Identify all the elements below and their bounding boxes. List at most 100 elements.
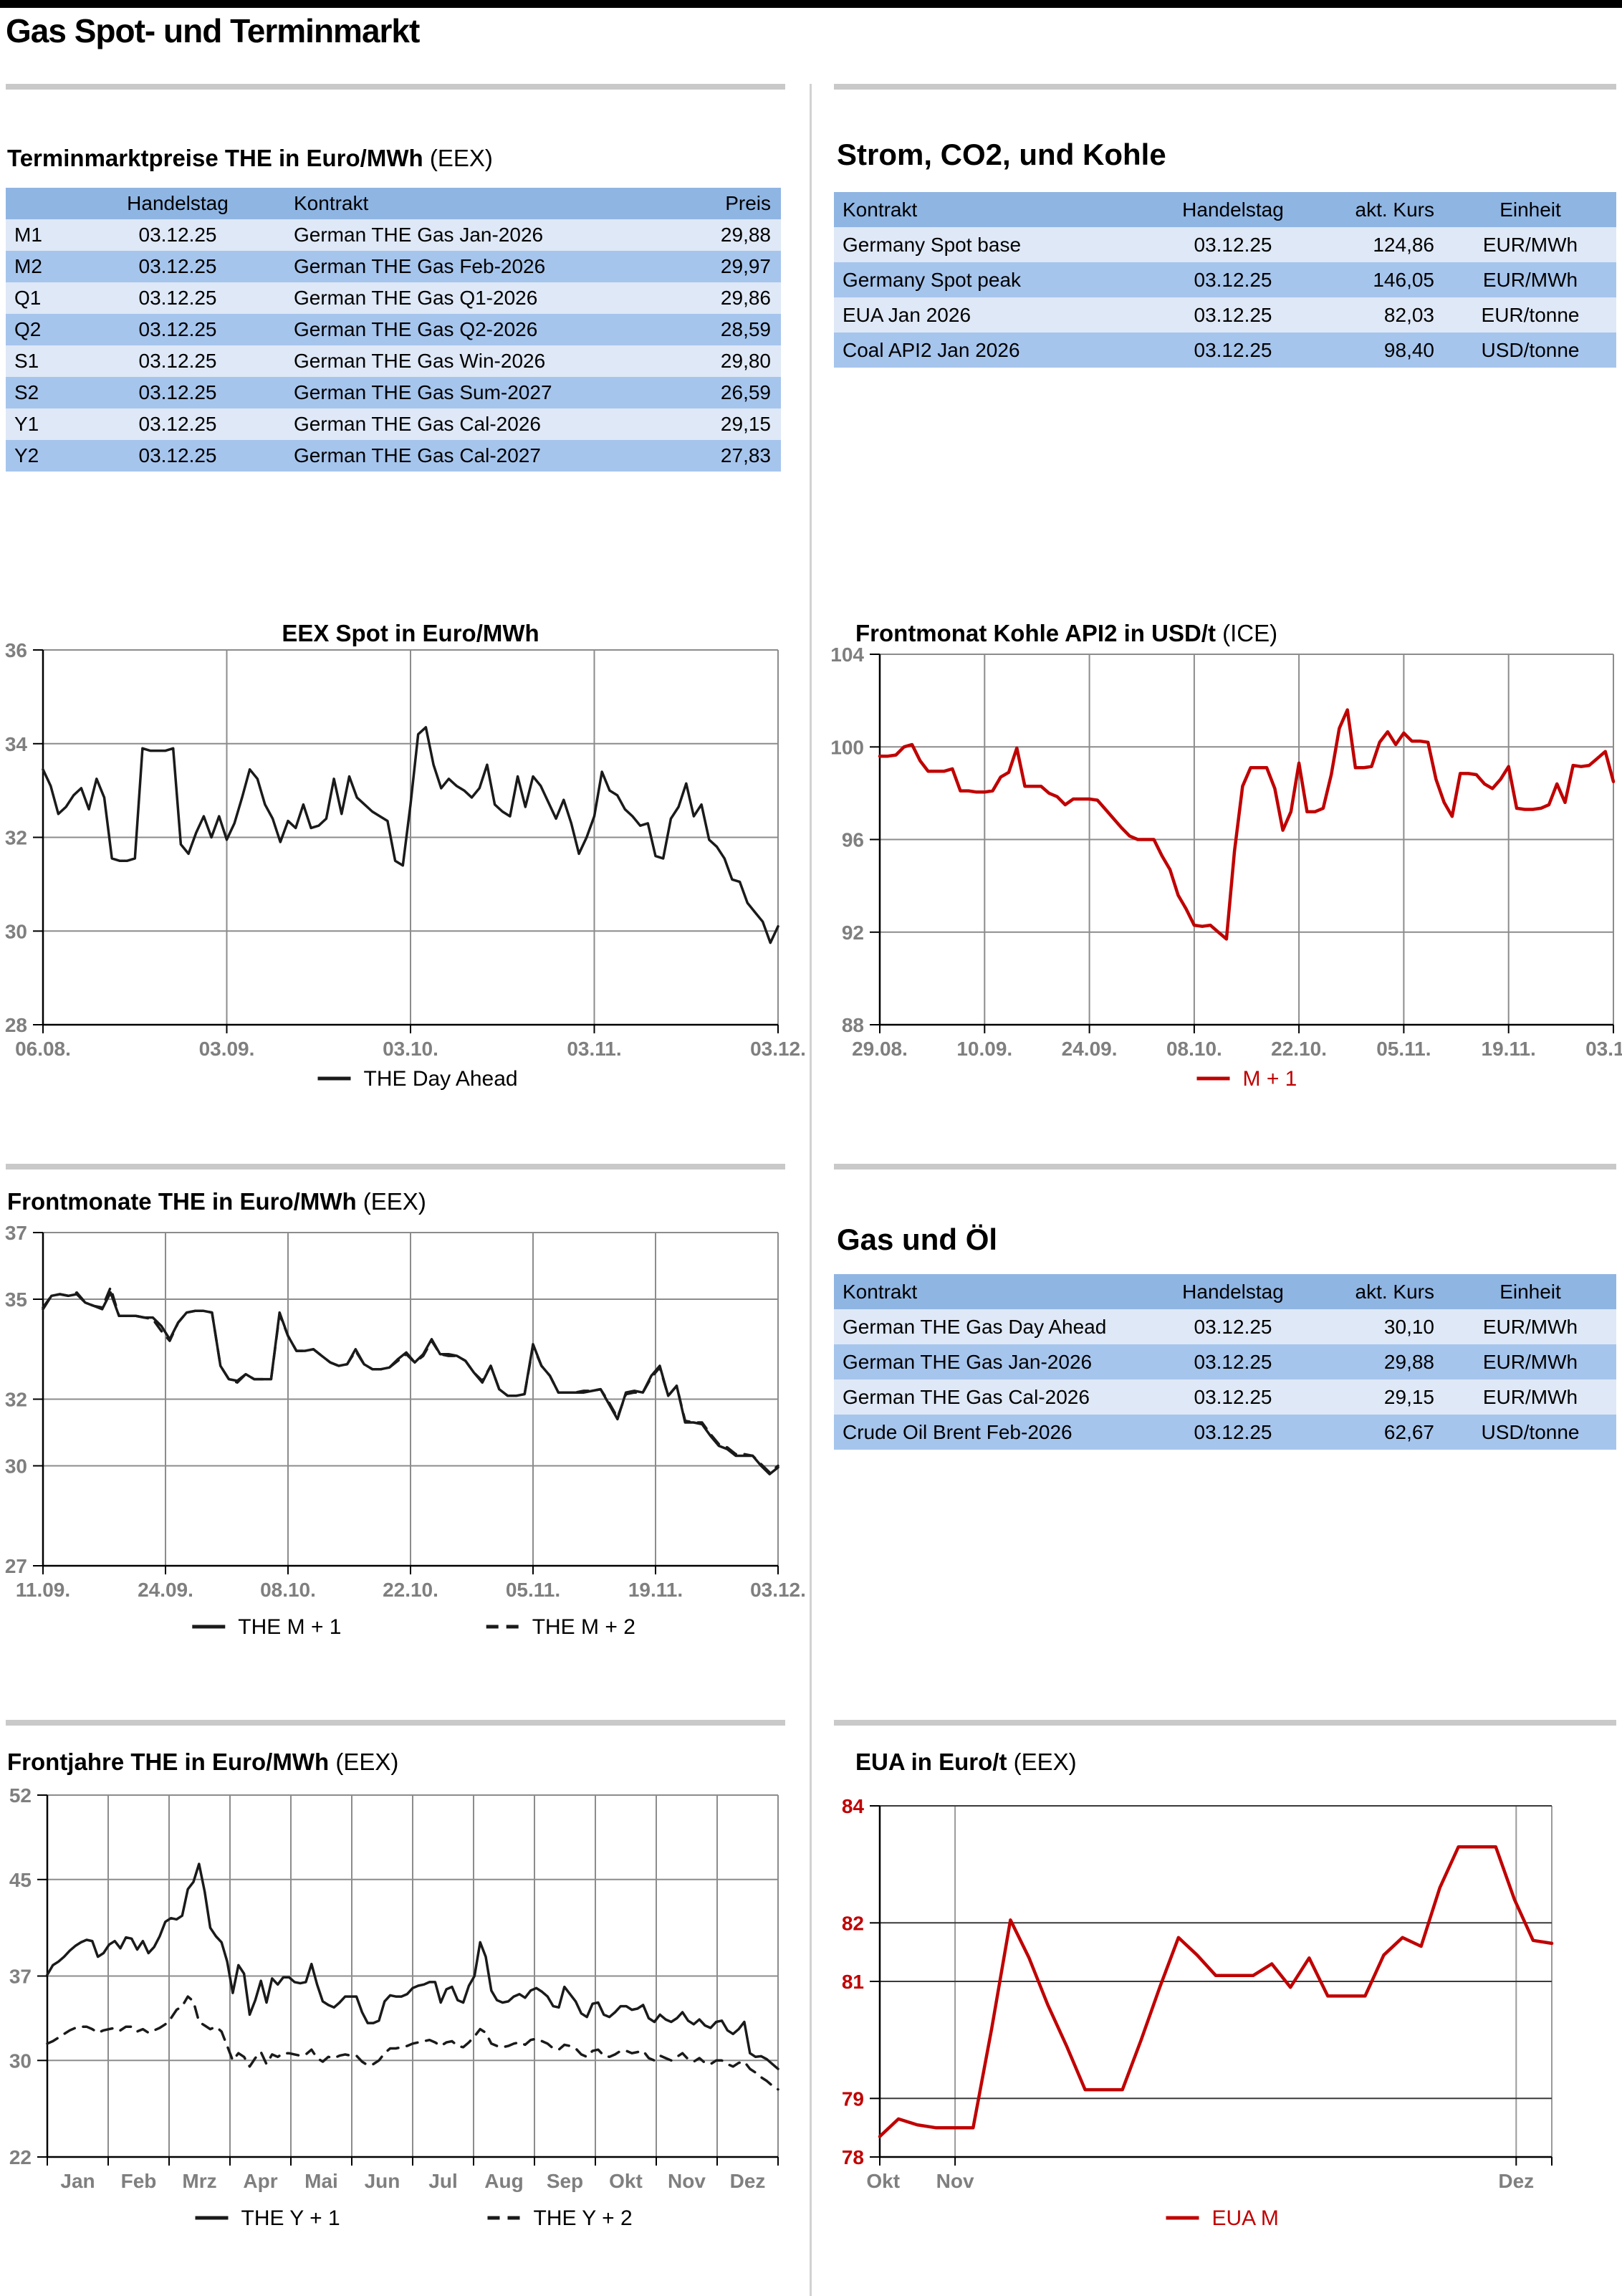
y-tick-label: 28 [5, 1014, 27, 1036]
cell: Q2 [6, 314, 70, 345]
data-table: Handelstag Kontrakt Preis M1 03.12.25 German … [6, 188, 781, 472]
y-tick-label: 81 [842, 1971, 864, 1993]
x-tick-label: 03.12. [1585, 1038, 1622, 1060]
section-rule [834, 1164, 1616, 1169]
table-row: Y2 03.12.25 German THE Gas Cal-2027 27,83 [6, 440, 781, 472]
x-tick-label: Nov [936, 2170, 974, 2192]
cell: German THE Gas Q2-2026 [285, 314, 681, 345]
cell: German THE Gas Win-2026 [285, 345, 681, 377]
cell: Q1 [6, 282, 70, 314]
cell: 146,05 [1315, 262, 1444, 297]
legend-label: THE M + 2 [532, 1615, 635, 1639]
table-row: EUA Jan 2026 03.12.25 82,03 EUR/tonne [834, 297, 1616, 333]
x-tick-label: 08.10. [1166, 1038, 1222, 1060]
cell: Germany Spot base [834, 227, 1151, 262]
cell: EUR/tonne [1444, 297, 1616, 333]
y-tick-label: 37 [5, 1222, 27, 1244]
heading-terminmarktpreise: Terminmarktpreise THE in Euro/MWh (EEX) [7, 145, 493, 172]
y-tick-label: 104 [830, 644, 864, 666]
series-EUA M [878, 1845, 1554, 2138]
cell: 124,86 [1315, 227, 1444, 262]
chart-frontjahre: Frontjahre THE in Euro/MWh (EEX) 22 30 37 45… [7, 1749, 779, 2230]
chart-frontmonate-box: Frontmonate THE in Euro/MWh (EEX) 27 30 32 3… [5, 1175, 806, 1641]
table-row: S2 03.12.25 German THE Gas Sum-2027 26,59 [6, 377, 781, 408]
table-header-row: Kontrakt Handelstag akt. Kurs Einheit [834, 1274, 1616, 1309]
x-tick-label: 24.09. [138, 1579, 193, 1601]
table-row: Crude Oil Brent Feb-2026 03.12.25 62,67 USD… [834, 1415, 1616, 1450]
series-M + 1 [878, 708, 1616, 941]
legend-label: THE M + 1 [238, 1615, 341, 1639]
x-tick-label: 19.11. [1482, 1038, 1536, 1060]
cell: Y2 [6, 440, 70, 472]
data-table: Kontrakt Handelstag akt. Kurs Einheit German… [834, 1274, 1616, 1450]
x-tick-label: 03.09. [199, 1038, 255, 1060]
y-tick-label: 37 [9, 1966, 32, 1988]
x-tick-label: Apr [243, 2170, 277, 2192]
cell: 03.12.25 [70, 345, 285, 377]
table-row: Germany Spot base 03.12.25 124,86 EUR/MWh [834, 227, 1616, 262]
top-black-bar [0, 0, 1622, 8]
legend-label: M + 1 [1243, 1067, 1297, 1091]
cell: German THE Gas Q1-2026 [285, 282, 681, 314]
cell: 98,40 [1315, 333, 1444, 368]
y-tick-label: 82 [842, 1912, 864, 1934]
table-gas-und-oel: Kontrakt Handelstag akt. Kurs Einheit German… [834, 1274, 1616, 1450]
y-tick-label: 45 [9, 1869, 32, 1891]
x-tick-label: Okt [609, 2170, 643, 2192]
chart-title: Frontmonate THE in Euro/MWh (EEX) [7, 1188, 426, 1215]
x-tick-label: Jul [428, 2170, 457, 2192]
chart-title: EUA in Euro/t (EEX) [855, 1749, 1077, 1775]
y-tick-label: 30 [5, 1455, 27, 1478]
x-tick-label: Nov [668, 2170, 706, 2192]
header-cell: Kontrakt [285, 188, 681, 219]
y-tick-label: 30 [5, 920, 27, 942]
cell: 03.12.25 [70, 408, 285, 440]
table-row: Y1 03.12.25 German THE Gas Cal-2026 29,15 [6, 408, 781, 440]
y-tick-label: 32 [5, 1389, 27, 1411]
cell: German THE Gas Feb-2026 [285, 251, 681, 282]
y-tick-label: 52 [9, 1784, 32, 1807]
cell: EUR/MWh [1444, 1379, 1616, 1415]
cell: S2 [6, 377, 70, 408]
x-tick-label: Aug [484, 2170, 523, 2192]
x-tick-label: 05.11. [506, 1579, 560, 1601]
y-tick-label: 32 [5, 827, 27, 849]
y-tick-label: 96 [842, 829, 864, 851]
header-cell: Kontrakt [834, 192, 1151, 227]
y-tick-label: 88 [842, 1014, 864, 1036]
cell: German THE Gas Cal-2027 [285, 440, 681, 472]
x-tick-label: 03.11. [567, 1038, 621, 1060]
legend-label: THE Day Ahead [364, 1067, 518, 1091]
table-row: M1 03.12.25 German THE Gas Jan-2026 29,88 [6, 219, 781, 251]
cell: EUR/MWh [1444, 227, 1616, 262]
cell: 03.12.25 [1151, 297, 1315, 333]
x-tick-label: Mrz [182, 2170, 216, 2192]
cell: 27,83 [681, 440, 781, 472]
y-tick-label: 36 [5, 639, 27, 661]
cell: German THE Gas Cal-2026 [834, 1379, 1151, 1415]
cell: Germany Spot peak [834, 262, 1151, 297]
header-cell: Handelstag [70, 188, 285, 219]
y-tick-label: 27 [5, 1555, 27, 1577]
chart-frontmonate: Frontmonate THE in Euro/MWh (EEX) 27 30 32 3… [5, 1188, 806, 1639]
table-terminmarktpreise: Handelstag Kontrakt Preis M1 03.12.25 German … [6, 188, 781, 472]
cell: 03.12.25 [70, 219, 285, 251]
cell: 29,15 [1315, 1379, 1444, 1415]
table-row: German THE Gas Day Ahead 03.12.25 30,10 EUR… [834, 1309, 1616, 1344]
header-cell: Kontrakt [834, 1274, 1151, 1309]
column-divider [810, 84, 812, 2296]
heading-gas-und-oel: Gas und Öl [837, 1223, 998, 1256]
cell: 29,97 [681, 251, 781, 282]
header-cell: Handelstag [1151, 192, 1315, 227]
cell: 03.12.25 [70, 314, 285, 345]
cell: 26,59 [681, 377, 781, 408]
table-header-row: Handelstag Kontrakt Preis [6, 188, 781, 219]
table-row: Coal API2 Jan 2026 03.12.25 98,40 USD/tonne [834, 333, 1616, 368]
cell: German THE Gas Jan-2026 [285, 219, 681, 251]
x-tick-label: 29.08. [852, 1038, 908, 1060]
y-tick-label: 84 [842, 1795, 865, 1817]
section-rule [834, 1720, 1616, 1726]
table-row: Q1 03.12.25 German THE Gas Q1-2026 29,86 [6, 282, 781, 314]
y-tick-label: 30 [9, 2049, 32, 2072]
cell: 29,88 [681, 219, 781, 251]
